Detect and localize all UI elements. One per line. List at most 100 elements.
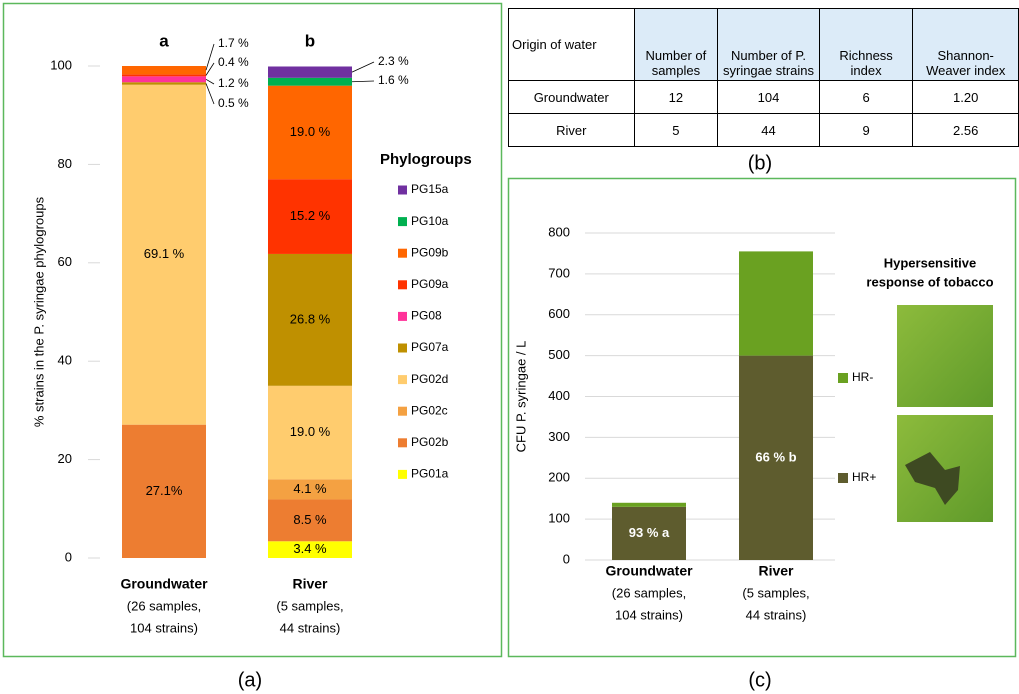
leader-line — [351, 61, 375, 73]
bar-segment — [122, 424, 206, 558]
legend-swatch — [398, 469, 407, 479]
y-tick-label: 20 — [58, 451, 72, 466]
legend-swatch — [838, 473, 848, 483]
y-tick-label: 300 — [548, 429, 570, 444]
data-label: 8.5 % — [293, 512, 327, 527]
legend-swatch — [398, 343, 407, 353]
panel-label: (b) — [748, 152, 772, 174]
legend-swatch — [838, 373, 848, 383]
data-label: 1.2 % — [218, 76, 249, 90]
bar-segment — [122, 76, 206, 83]
header-cell: Number of samples — [633, 8, 719, 81]
bar-segment — [268, 179, 352, 254]
bar-segment — [612, 506, 686, 560]
bar-segment — [122, 84, 206, 425]
legend-label: PG02c — [411, 403, 448, 417]
x-tick-label: Groundwater — [605, 563, 693, 579]
legend-label: PG10a — [411, 214, 449, 228]
data-label: 1.6 % — [378, 73, 409, 87]
y-axis-label: % strains in the P. syringae phylogroups — [31, 196, 46, 427]
y-tick-label: 400 — [548, 388, 570, 403]
x-tick-sublabel: (5 samples, — [276, 598, 343, 613]
panel-a-frame — [2, 2, 503, 658]
legend-label: PG09a — [411, 277, 449, 291]
bar-segment — [739, 355, 813, 560]
x-tick-label: River — [292, 576, 328, 592]
leader-line — [351, 80, 375, 83]
bar-segment — [268, 77, 352, 86]
legend-label: HR+ — [852, 470, 876, 484]
data-label: 27.1% — [146, 483, 183, 498]
bar-segment — [122, 66, 206, 75]
legend-title: Phylogroups — [380, 151, 472, 168]
bar-segment — [122, 82, 206, 85]
y-tick-label: 0 — [563, 551, 570, 566]
legend-label: PG07a — [411, 340, 449, 354]
x-tick-label: River — [758, 563, 794, 579]
bar-segment — [268, 499, 352, 542]
bar-segment — [268, 541, 352, 558]
summary-table: Origin of water Number of samples Number… — [508, 8, 1019, 147]
bar-segment — [268, 385, 352, 480]
data-label: 3.4 % — [293, 541, 327, 556]
cell: Groundwater — [508, 80, 635, 114]
legend-label: PG02b — [411, 435, 449, 449]
legend-swatch — [398, 311, 407, 321]
y-tick-label: 800 — [548, 224, 570, 239]
panel-label: (a) — [238, 669, 262, 691]
legend-label: PG15a — [411, 182, 449, 196]
x-tick-sublabel: 44 strains) — [280, 620, 341, 635]
leader-line — [205, 43, 215, 71]
legend-swatch — [398, 375, 407, 385]
y-tick-label: 600 — [548, 306, 570, 321]
leaf-lesion — [905, 452, 960, 505]
leader-line — [205, 62, 215, 76]
y-axis-label: CFU P. syringae / L — [513, 341, 528, 453]
group-letter: b — [305, 31, 315, 50]
header-cell: Origin of water — [508, 8, 635, 81]
panel-label: (c) — [748, 669, 771, 691]
bar-segment — [268, 253, 352, 386]
data-label: 0.4 % — [218, 55, 249, 69]
y-tick-label: 500 — [548, 347, 570, 362]
x-tick-sublabel: 104 strains) — [615, 607, 683, 622]
legend-label: PG09b — [411, 245, 449, 259]
leaf-image — [897, 305, 993, 407]
cell: 12 — [633, 80, 719, 114]
cell: 5 — [633, 113, 719, 147]
y-tick-label: 100 — [50, 57, 72, 72]
y-tick-label: 700 — [548, 265, 570, 280]
cell: 104 — [717, 80, 820, 114]
y-tick-label: 100 — [548, 511, 570, 526]
legend-title: response of tobacco — [866, 274, 993, 289]
header-cell: Richness index — [818, 8, 914, 81]
legend-label: PG02d — [411, 372, 448, 386]
cell: 6 — [818, 80, 914, 114]
leader-line — [205, 83, 215, 105]
legend-title: Hypersensitive — [884, 255, 977, 270]
legend-swatch — [398, 248, 407, 258]
legend-swatch — [398, 280, 407, 290]
x-tick-sublabel: (26 samples, — [612, 585, 686, 600]
bar-segment — [122, 74, 206, 77]
legend-label: PG08 — [411, 309, 442, 323]
panel-c-frame — [507, 177, 1017, 658]
header-cell: Number of P. syringae strains — [717, 8, 820, 81]
x-tick-sublabel: (5 samples, — [742, 585, 809, 600]
legend-label: PG01a — [411, 467, 449, 481]
y-tick-label: 80 — [58, 156, 72, 171]
y-tick-label: 200 — [548, 470, 570, 485]
data-label: 19.0 % — [290, 124, 331, 139]
cell: River — [508, 113, 635, 147]
leader-line — [205, 78, 215, 85]
data-label: 69.1 % — [144, 246, 185, 261]
cell: 1.20 — [912, 80, 1019, 114]
group-letter: a — [159, 31, 169, 50]
y-tick-label: 60 — [58, 254, 72, 269]
legend-swatch — [398, 185, 407, 195]
data-label: 2.3 % — [378, 54, 409, 68]
data-label: 0.5 % — [218, 96, 249, 110]
cell: 2.56 — [912, 113, 1019, 147]
